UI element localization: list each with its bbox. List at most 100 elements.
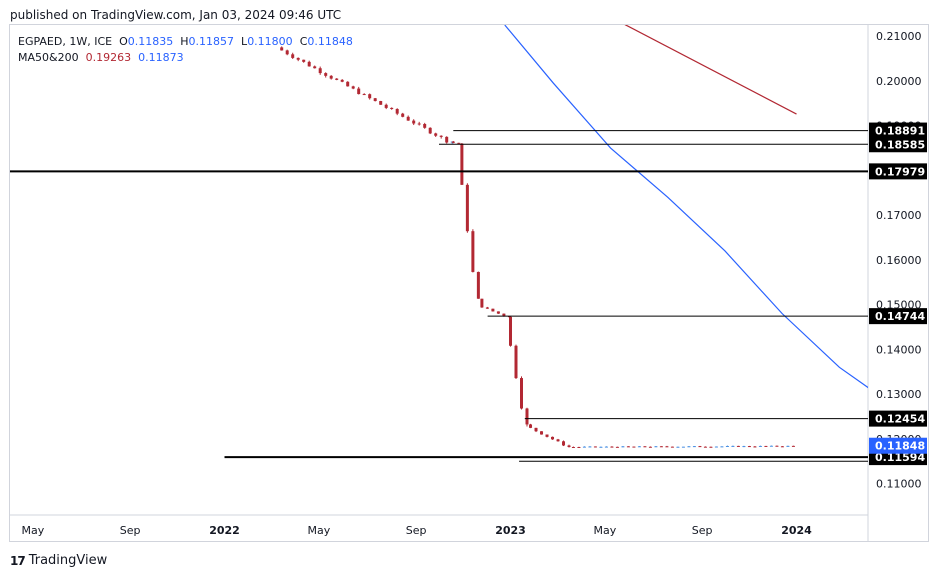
ma-label[interactable]: MA50&200 [18, 51, 79, 64]
candle-body [556, 439, 560, 442]
candle-body [714, 446, 718, 448]
candle-body [329, 75, 333, 79]
ma50-value: 0.19263 [85, 51, 132, 64]
level-price-label: 0.11594 [875, 451, 925, 464]
candle-body [485, 307, 489, 309]
y-tick-label: 0.11000 [876, 478, 922, 491]
chart-legend: EGPAED, 1W, ICE O0.11835 H0.11857 L0.118… [18, 34, 353, 66]
candle-body [502, 313, 506, 317]
x-tick-label: 2023 [495, 524, 526, 537]
candle-body [593, 446, 597, 448]
x-tick-label: May [308, 524, 331, 537]
candle-body [280, 47, 284, 51]
level-price-label: 0.12454 [875, 413, 925, 426]
level-price-tag [869, 136, 927, 153]
candle-body [670, 446, 674, 448]
candle-body [567, 445, 571, 447]
candle-body [324, 73, 328, 76]
close-label: C [299, 35, 308, 48]
candle-body [571, 446, 575, 448]
x-tick-label: May [594, 524, 617, 537]
candle-body [471, 231, 475, 272]
high-label: H [180, 35, 189, 48]
candle-body [285, 50, 289, 55]
current-price-label: 0.11848 [875, 440, 925, 453]
candle-body [428, 127, 432, 134]
candle-body [476, 271, 480, 299]
candle-body [758, 445, 762, 447]
chart-frame[interactable] [9, 24, 929, 542]
candle-body [615, 446, 619, 448]
candle-body [445, 136, 449, 143]
candle-body [659, 446, 663, 448]
candle-body [362, 94, 366, 96]
candle-body [457, 142, 461, 144]
ohlc-row: EGPAED, 1W, ICE O0.11835 H0.11857 L0.118… [18, 34, 353, 50]
candle-body [681, 446, 685, 448]
candle-body [791, 445, 795, 447]
candle-body [577, 446, 581, 448]
y-tick-label: 0.16000 [876, 254, 922, 267]
x-tick-label: 2022 [209, 524, 240, 537]
ma200-line [504, 25, 868, 389]
candle-body [434, 133, 438, 136]
x-tick-label: Sep [120, 524, 141, 537]
x-tick-label: Sep [692, 524, 713, 537]
published-caption: published on TradingView.com, Jan 03, 20… [10, 8, 342, 22]
y-tick-label: 0.14000 [876, 343, 922, 356]
level-price-tag [869, 308, 927, 325]
level-price-label: 0.14744 [875, 310, 925, 323]
candle-body [551, 436, 555, 440]
candle-body [460, 143, 464, 185]
open-value: 0.11835 [127, 35, 174, 48]
candle-body [545, 434, 549, 437]
x-tick-label: Sep [406, 524, 427, 537]
candle-body [406, 116, 410, 121]
candle-body [692, 446, 696, 448]
close-value: 0.11848 [307, 35, 353, 48]
y-tick-label: 0.13000 [876, 388, 922, 401]
candles [280, 25, 868, 448]
candle-body [720, 446, 724, 448]
tradingview-footer[interactable]: 17 TradingView [10, 553, 107, 568]
candle-body [346, 81, 350, 87]
candle-body [698, 446, 702, 448]
candle-body [604, 446, 608, 448]
brand-label: TradingView [28, 553, 108, 568]
candle-body [753, 446, 757, 448]
candle-body [417, 123, 421, 125]
candle-body [514, 345, 518, 379]
candle-body [725, 445, 729, 447]
ma200-value: 0.11873 [138, 51, 184, 64]
candle-body [709, 446, 713, 448]
candle-body [451, 141, 455, 143]
candle-body [313, 66, 317, 69]
symbol-label[interactable]: EGPAED, 1W, ICE [18, 35, 113, 48]
candle-body [637, 446, 641, 448]
candle-body [764, 445, 768, 447]
low-label: L [241, 35, 248, 48]
candle-body [703, 446, 707, 448]
candle-body [534, 427, 538, 432]
candle-body [610, 446, 614, 448]
candle-body [731, 445, 735, 447]
candle-body [621, 446, 625, 448]
candle-body [562, 441, 566, 446]
candle-body [648, 446, 652, 448]
level-price-label: 0.18891 [875, 125, 925, 138]
candle-body [632, 446, 636, 448]
level-price-tag [869, 410, 927, 427]
y-tick-label: 0.21000 [876, 30, 922, 43]
x-tick-label: May [22, 524, 45, 537]
candle-body [379, 101, 383, 105]
candle-body [687, 446, 691, 448]
ma50-line [624, 25, 797, 115]
candle-body [529, 424, 533, 428]
candle-body [480, 298, 484, 308]
candle-body [491, 308, 495, 312]
candle-body [525, 408, 529, 425]
candle-body [307, 61, 311, 67]
high-value: 0.11857 [188, 35, 235, 48]
candle-body [665, 446, 669, 448]
